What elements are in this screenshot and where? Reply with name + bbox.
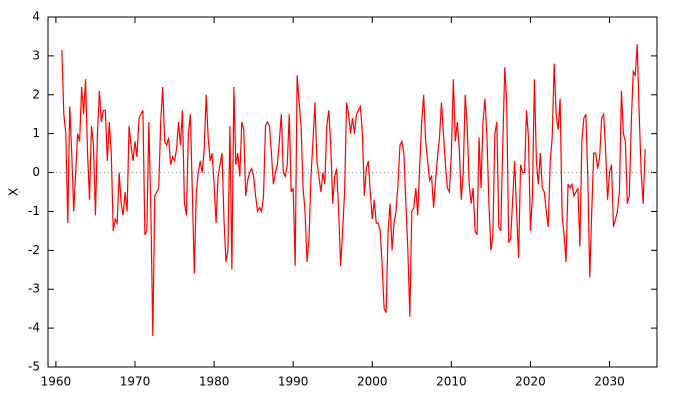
y-axis-label: X: [7, 188, 21, 196]
x-tick-label: 2020: [515, 375, 546, 389]
y-tick-label: -2: [28, 243, 40, 257]
y-tick-label: 1: [32, 126, 40, 140]
y-tick-label: -3: [28, 282, 40, 296]
plot-frame: [47, 16, 658, 368]
y-tick-label: 4: [32, 10, 40, 24]
y-tick-label: 0: [32, 165, 40, 179]
y-tick-label: -1: [28, 204, 40, 218]
x-tick-label: 1960: [41, 375, 72, 389]
x-tick-label: 1980: [199, 375, 230, 389]
x-tick-label: 2030: [594, 375, 625, 389]
x-tick-label: 2010: [436, 375, 467, 389]
y-tick-label: 2: [32, 87, 40, 101]
x-tick-label: 1970: [120, 375, 151, 389]
y-tick-label: -5: [28, 360, 40, 374]
x-tick-label: 1990: [278, 375, 309, 389]
y-tick-label: 3: [32, 48, 40, 62]
data-line: [61, 44, 646, 336]
y-tick-label: -4: [28, 321, 40, 335]
x-tick-label: 2000: [357, 375, 388, 389]
